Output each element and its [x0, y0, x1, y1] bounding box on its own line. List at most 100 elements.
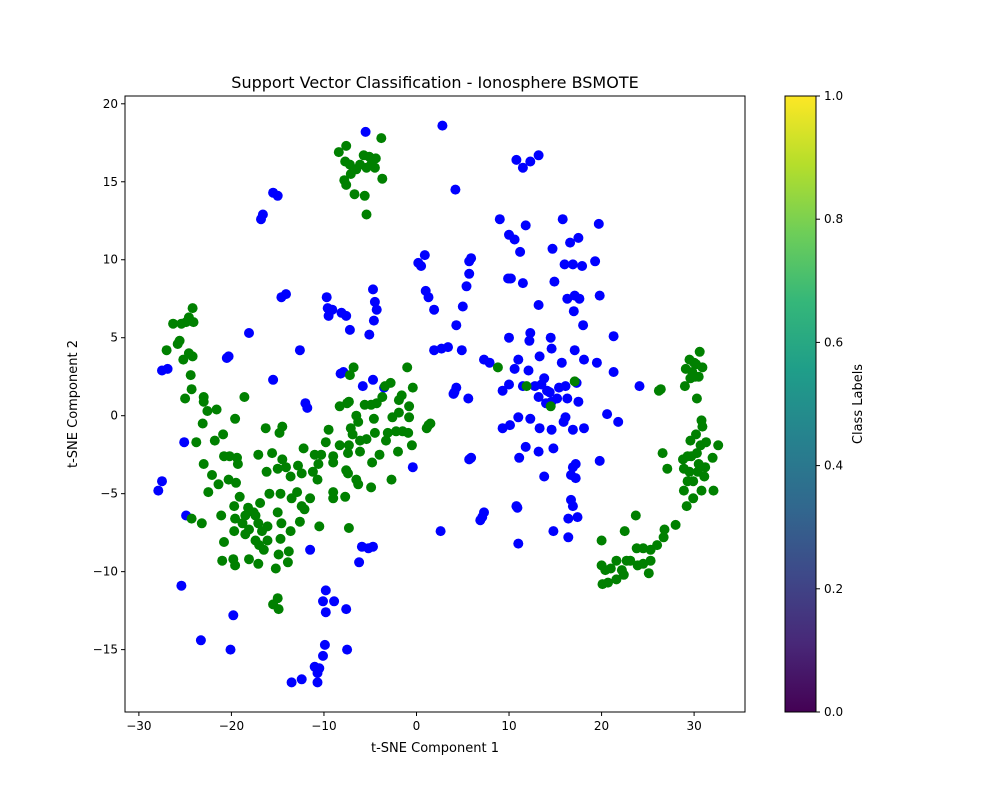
- data-point-class-1: [244, 554, 254, 565]
- data-point-class-0: [608, 331, 619, 342]
- data-point-class-0: [533, 392, 544, 402]
- data-point-class-0: [513, 538, 524, 549]
- x-tick-label: 10: [501, 719, 516, 733]
- x-tick-label: −10: [311, 719, 336, 733]
- data-point-class-1: [197, 418, 208, 429]
- data-point-class-1: [367, 457, 378, 468]
- data-point-class-0: [449, 387, 460, 398]
- data-point-class-0: [534, 351, 545, 362]
- data-point-class-1: [605, 563, 616, 574]
- data-point-class-1: [355, 435, 365, 446]
- data-point-class-0: [573, 396, 584, 407]
- data-point-class-1: [168, 318, 179, 329]
- data-point-class-1: [696, 485, 707, 496]
- data-point-class-0: [544, 387, 555, 398]
- data-point-class-1: [292, 487, 303, 498]
- data-point-class-0: [504, 379, 514, 390]
- data-point-class-0: [505, 273, 516, 284]
- data-point-class-0: [368, 315, 379, 326]
- data-point-class-0: [567, 259, 578, 270]
- data-point-class-1: [305, 493, 316, 504]
- data-point-class-0: [312, 677, 323, 688]
- x-tick-label: 0: [413, 719, 421, 733]
- data-point-class-0: [318, 596, 328, 607]
- data-point-class-0: [520, 441, 531, 452]
- data-point-class-0: [371, 304, 382, 315]
- data-point-class-0: [534, 423, 545, 434]
- data-point-class-0: [466, 452, 477, 463]
- data-point-class-1: [355, 446, 365, 457]
- x-tick-label: −20: [219, 719, 244, 733]
- colorbar-tick-label: 1.0: [824, 89, 843, 103]
- data-point-class-1: [255, 498, 266, 508]
- data-point-class-0: [568, 306, 579, 317]
- data-point-class-1: [679, 381, 690, 392]
- data-point-class-1: [693, 371, 704, 382]
- data-point-class-0: [505, 420, 515, 431]
- data-point-class-0: [318, 650, 328, 661]
- data-point-class-1: [349, 189, 360, 200]
- data-point-class-1: [347, 429, 358, 440]
- data-point-class-1: [275, 533, 286, 544]
- data-point-class-1: [307, 466, 318, 477]
- data-point-class-1: [240, 510, 251, 521]
- data-point-class-1: [521, 381, 532, 392]
- data-point-class-1: [381, 435, 391, 446]
- data-point-class-1: [681, 501, 692, 512]
- data-point-class-0: [546, 343, 557, 354]
- data-point-class-0: [179, 437, 190, 448]
- data-point-class-0: [360, 126, 371, 137]
- data-point-class-1: [387, 412, 398, 423]
- data-point-class-0: [556, 357, 567, 368]
- data-point-class-0: [296, 674, 307, 685]
- data-point-class-0: [309, 661, 320, 672]
- data-point-class-0: [464, 268, 475, 279]
- data-point-class-0: [511, 154, 522, 165]
- data-point-class-0: [559, 259, 570, 270]
- data-point-class-1: [631, 543, 642, 554]
- data-point-class-1: [691, 448, 702, 459]
- x-tick-label: −30: [126, 719, 151, 733]
- data-point-class-1: [231, 477, 241, 488]
- data-point-class-1: [161, 345, 172, 356]
- data-point-class-0: [504, 332, 514, 343]
- data-point-class-1: [203, 487, 214, 498]
- data-point-class-1: [353, 416, 364, 427]
- data-point-class-1: [183, 312, 194, 323]
- data-point-class-0: [547, 243, 558, 254]
- colorbar-tick-label: 0.0: [824, 705, 843, 719]
- data-point-class-1: [298, 443, 309, 454]
- data-point-class-1: [243, 502, 254, 513]
- data-point-class-0: [591, 357, 602, 368]
- data-point-class-1: [369, 427, 380, 438]
- data-point-class-0: [524, 335, 535, 346]
- data-point-class-1: [191, 437, 202, 448]
- data-point-class-0: [321, 292, 332, 303]
- data-point-class-1: [174, 335, 185, 346]
- data-point-class-1: [366, 482, 377, 493]
- data-point-class-1: [678, 485, 689, 496]
- data-point-class-1: [343, 440, 354, 451]
- data-point-class-0: [463, 393, 474, 404]
- data-point-class-0: [513, 354, 524, 365]
- data-point-class-1: [218, 429, 229, 440]
- x-tick-label: 30: [686, 719, 701, 733]
- data-point-class-0: [572, 512, 583, 523]
- data-point-class-0: [545, 332, 556, 343]
- data-point-class-0: [456, 345, 467, 356]
- data-point-class-1: [253, 449, 264, 460]
- data-point-class-1: [229, 526, 240, 537]
- y-tick-label: −5: [100, 487, 118, 501]
- data-point-class-1: [186, 384, 197, 395]
- data-point-class-0: [368, 374, 378, 385]
- data-point-class-1: [691, 393, 702, 404]
- y-tick-label: 5: [110, 331, 118, 345]
- y-axis-label: t-SNE Component 2: [66, 340, 81, 468]
- data-point-class-1: [403, 427, 414, 438]
- data-point-class-0: [548, 443, 559, 454]
- data-point-class-0: [552, 393, 563, 404]
- data-point-class-0: [594, 455, 605, 466]
- colorbar-gradient: [785, 96, 816, 712]
- data-point-class-1: [377, 173, 388, 184]
- data-point-class-1: [264, 488, 275, 499]
